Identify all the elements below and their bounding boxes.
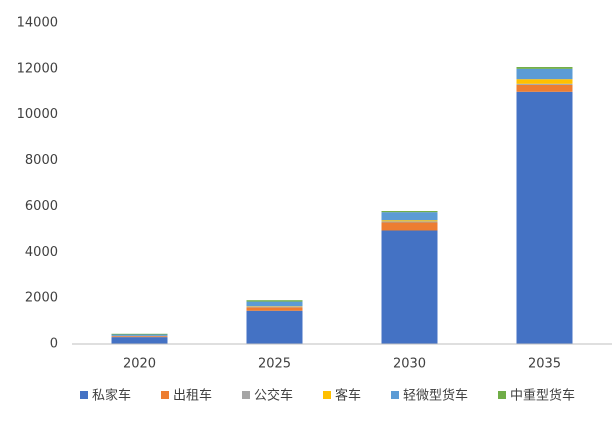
bar-segment (112, 336, 168, 337)
legend-label: 中重型货车 (510, 388, 575, 404)
legend-swatch (391, 391, 399, 399)
legend-label: 轻微型货车 (403, 388, 468, 404)
bar-segment (247, 311, 303, 344)
x-tick-label: 2020 (123, 357, 156, 372)
legend-label: 私家车 (92, 388, 131, 404)
legend-swatch (161, 391, 169, 399)
bar-segment (382, 221, 438, 222)
bar-segment (112, 334, 168, 335)
y-tick-label: 0 (50, 337, 58, 352)
legend-swatch (242, 391, 250, 399)
x-tick-label: 2035 (528, 357, 561, 372)
y-tick-label: 6000 (25, 199, 58, 214)
bar-segment (517, 84, 573, 85)
y-tick-label: 12000 (17, 61, 58, 76)
bar-segment (382, 212, 438, 220)
y-tick-label: 2000 (25, 291, 58, 306)
bar-segment (382, 231, 438, 344)
bar-segment (247, 307, 303, 310)
legend-label: 出租车 (173, 388, 212, 404)
y-tick-label: 8000 (25, 153, 58, 168)
y-tick-label: 4000 (25, 245, 58, 260)
bar-segment (112, 337, 168, 344)
x-tick-label: 2030 (393, 357, 426, 372)
bar-segment (382, 211, 438, 212)
bar-segment (247, 307, 303, 308)
legend-label: 客车 (335, 388, 361, 404)
bar-segment (247, 300, 303, 301)
bar-segment (517, 79, 573, 84)
legend-label: 公交车 (254, 388, 293, 404)
bar-segment (247, 302, 303, 307)
bar-segment (382, 222, 438, 230)
bar-segment (517, 69, 573, 79)
x-tick-label: 2025 (258, 357, 291, 372)
bar-segment (517, 92, 573, 344)
bar-segment (382, 220, 438, 221)
legend-swatch (323, 391, 331, 399)
y-tick-label: 10000 (17, 107, 58, 122)
bar-segment (517, 67, 573, 69)
legend-swatch (80, 391, 88, 399)
y-tick-label: 14000 (17, 16, 58, 31)
bar-segment (517, 85, 573, 92)
bar-segment (112, 334, 168, 335)
legend-swatch (498, 391, 506, 399)
